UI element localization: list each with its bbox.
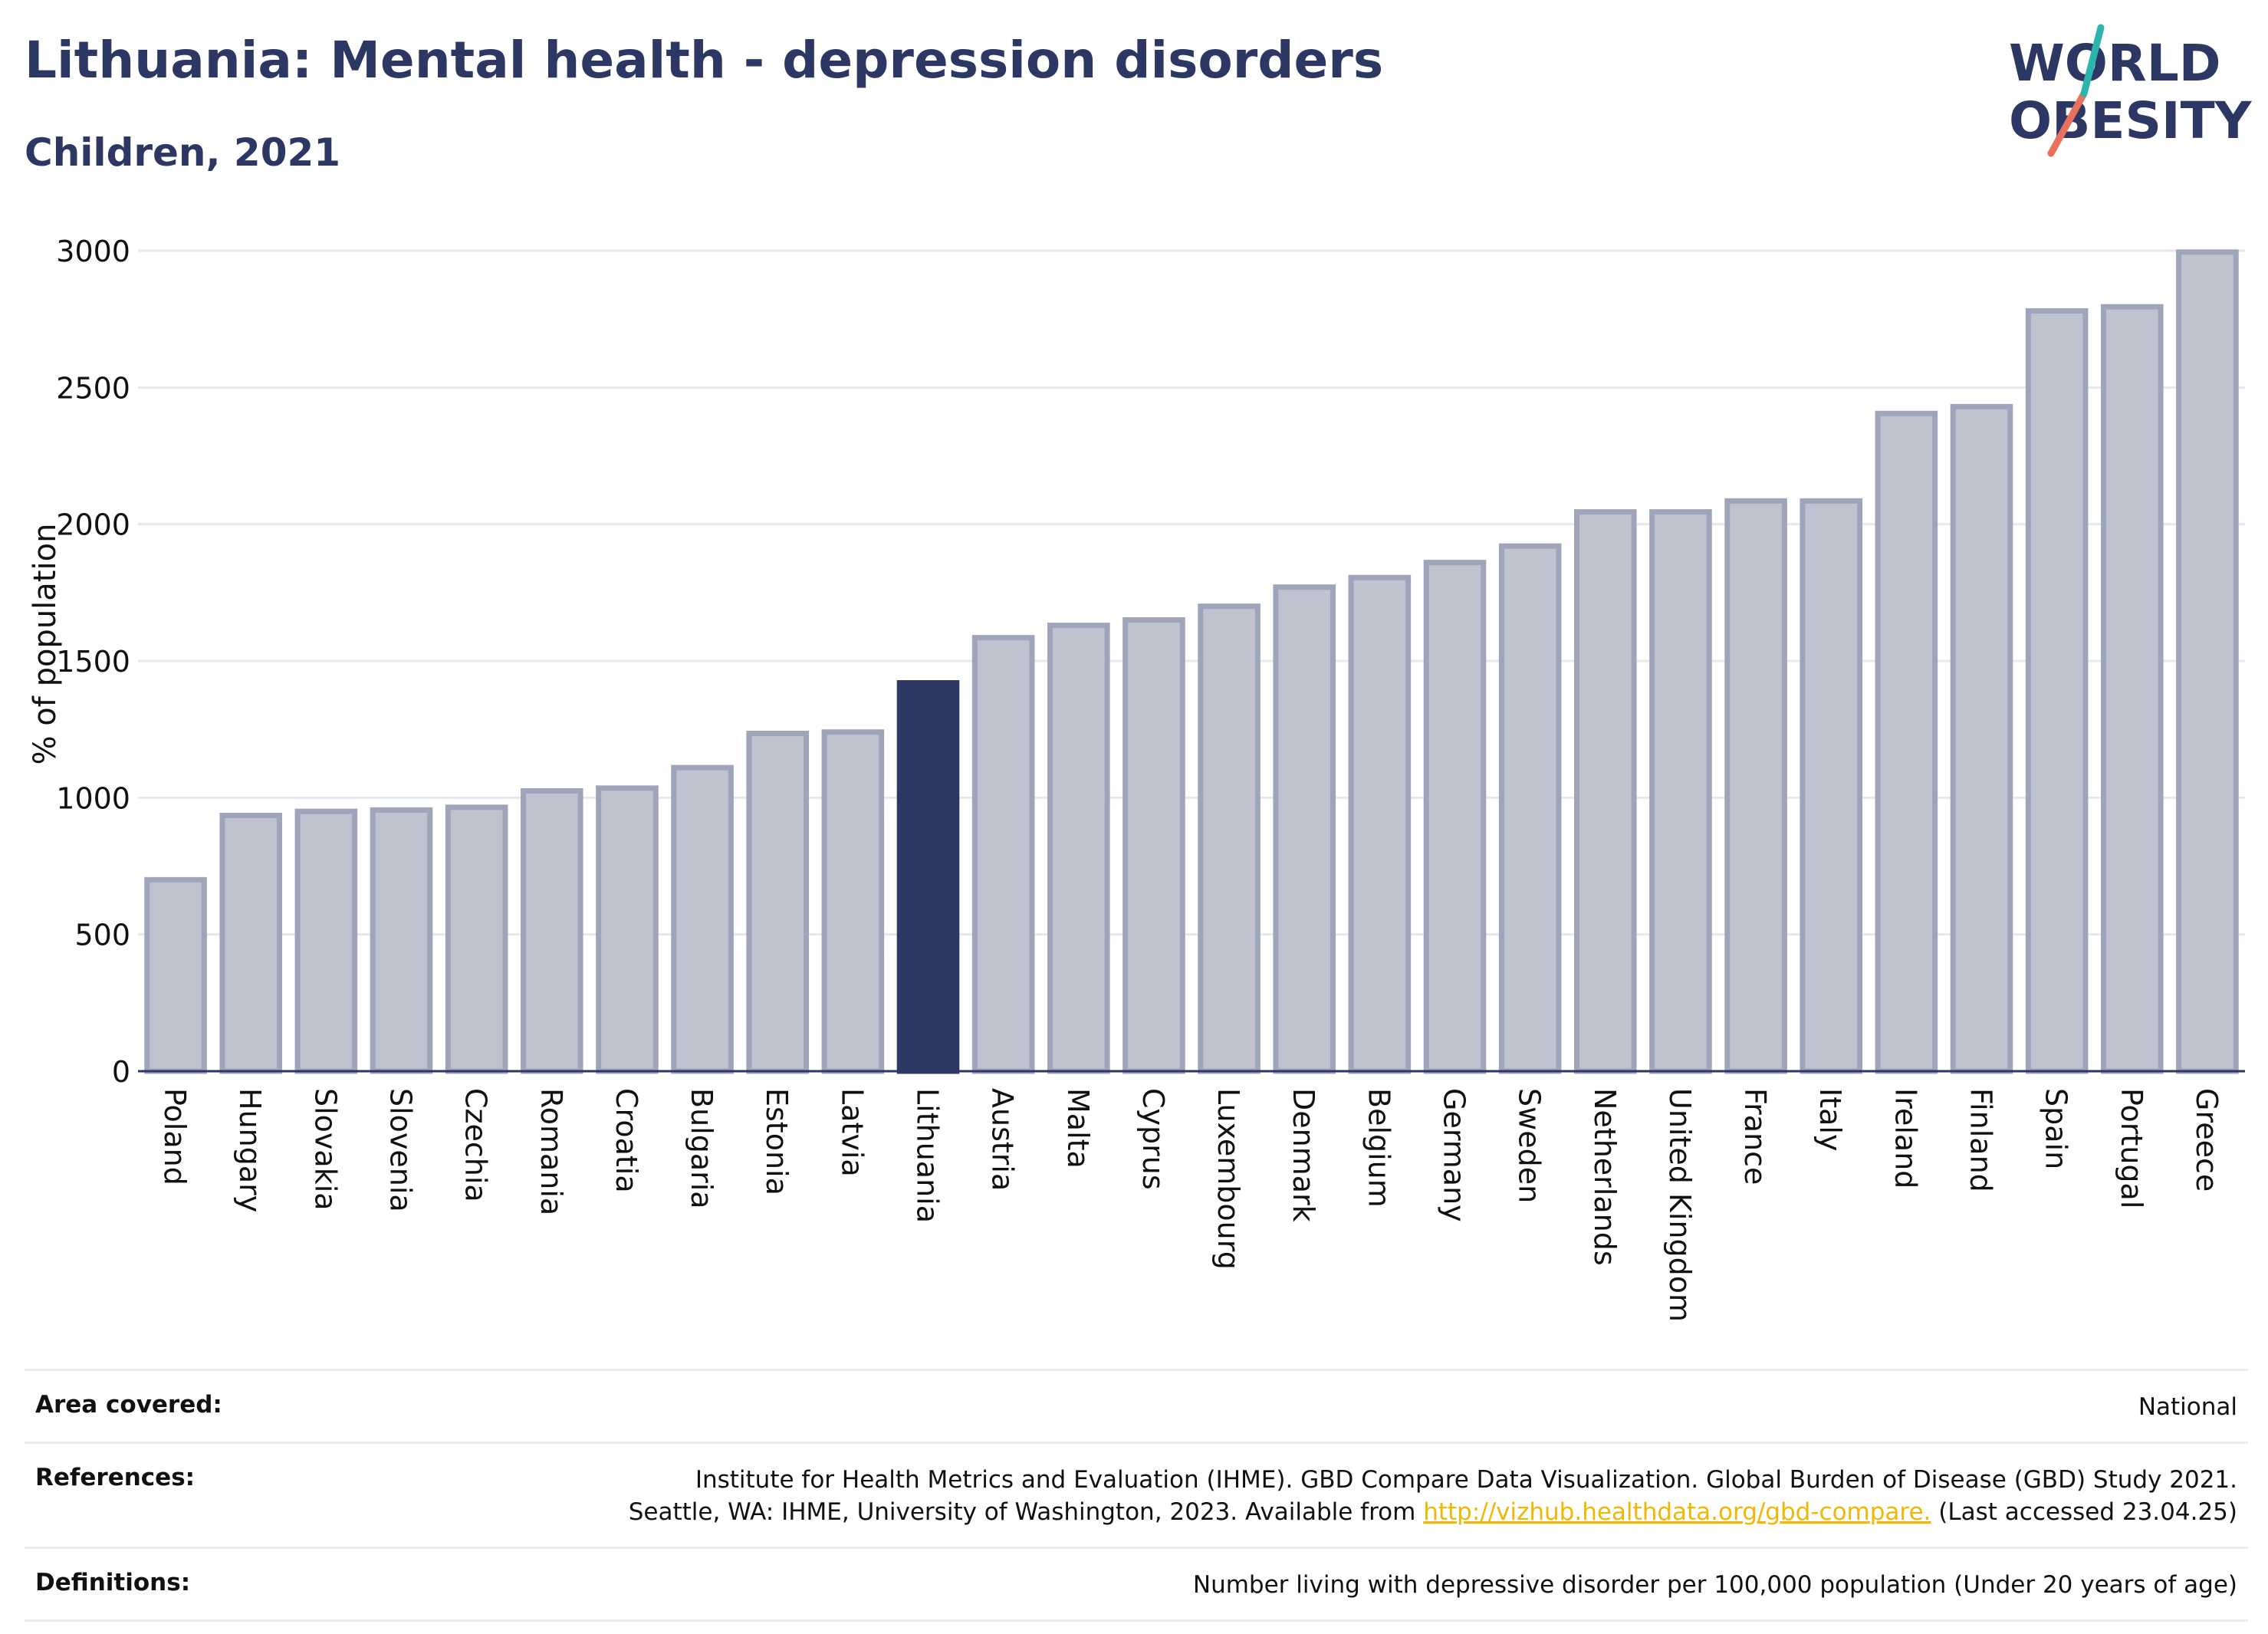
x-tick-label: Germany: [1438, 1088, 1471, 1222]
references-line2-pre: Seattle, WA: IHME, University of Washing…: [628, 1498, 1424, 1526]
info-row-references: References: Institute for Health Metrics…: [25, 1442, 2248, 1547]
bar-italy: [1800, 498, 1863, 1074]
x-tick-label: Cyprus: [1136, 1088, 1170, 1190]
bar-slovenia: [370, 807, 433, 1074]
references-line2-post: (Last accessed 23.04.25): [1931, 1498, 2237, 1526]
info-table: Area covered: National References: Insti…: [25, 1369, 2248, 1622]
bar-ireland: [1875, 410, 1938, 1074]
y-tick-label: 3000: [56, 235, 130, 268]
references-line1: Institute for Health Metrics and Evaluat…: [695, 1466, 2237, 1494]
bar-germany: [1423, 560, 1487, 1074]
bar-czechia: [445, 804, 508, 1074]
y-tick-label: 2000: [56, 508, 130, 542]
y-tick-label: 2500: [56, 371, 130, 405]
logo-text-world: WORLD: [2009, 34, 2221, 93]
bars: [144, 249, 2239, 1074]
definitions-label: Definitions:: [35, 1569, 191, 1596]
y-tick-label: 1000: [56, 781, 130, 815]
x-tick-label: Netherlands: [1588, 1088, 1622, 1266]
x-tick-label: Portugal: [2115, 1088, 2148, 1208]
bar-cyprus: [1122, 617, 1185, 1074]
x-tick-label: Estonia: [760, 1088, 794, 1195]
x-tick-label: Lithuania: [911, 1088, 945, 1223]
x-tick-label: Luxembourg: [1211, 1088, 1245, 1270]
area-covered-value: National: [2138, 1393, 2237, 1421]
y-tick-label: 1500: [56, 645, 130, 679]
bar-finland: [1950, 403, 2013, 1074]
chart-title: Lithuania: Mental health - depression di…: [25, 31, 1384, 90]
x-tick-label: Poland: [158, 1088, 192, 1185]
definitions-value: Number living with depressive disorder p…: [1192, 1571, 2237, 1599]
references-link[interactable]: http://vizhub.healthdata.org/gbd-compare…: [1423, 1498, 1931, 1526]
references-label: References:: [35, 1464, 196, 1491]
x-tick-label: Croatia: [610, 1088, 643, 1193]
bar-malta: [1047, 623, 1110, 1074]
bar-france: [1724, 498, 1787, 1074]
bar-sweden: [1498, 543, 1562, 1074]
x-tick-label: Spain: [2040, 1088, 2073, 1169]
bar-chart: 0 500 1000 1500 2000 2500 3000 Poland Hungary Slo…: [28, 235, 2245, 1322]
x-tick-label: Bulgaria: [685, 1088, 718, 1209]
bar-romania: [520, 787, 583, 1074]
bar-belgium: [1348, 574, 1412, 1074]
references-value: Institute for Health Metrics and Evaluat…: [629, 1464, 2248, 1528]
x-tick-label: Hungary: [233, 1088, 267, 1212]
x-tick-label: Czechia: [459, 1088, 493, 1202]
bar-slovakia: [294, 808, 358, 1074]
y-tick-label: 0: [112, 1055, 130, 1089]
bar-luxembourg: [1198, 603, 1261, 1074]
x-tick-label: Slovakia: [308, 1088, 342, 1211]
logo-slash-teal: [2080, 24, 2105, 97]
bar-hungary: [219, 813, 283, 1074]
x-tick-label: Slovenia: [384, 1088, 418, 1212]
bar-united-kingdom: [1649, 509, 1712, 1074]
info-row-definitions: Definitions: Number living with depressi…: [25, 1547, 2248, 1622]
y-axis-label: % of population: [28, 524, 63, 765]
logo-slash-coral: [2047, 90, 2088, 157]
area-covered-label: Area covered:: [35, 1391, 222, 1419]
world-obesity-logo: WORLD OBESITY: [2009, 24, 2253, 157]
bar-denmark: [1273, 584, 1336, 1074]
x-tick-label: Denmark: [1287, 1088, 1320, 1222]
bar-bulgaria: [671, 764, 734, 1074]
axes: 0 500 1000 1500 2000 2500 3000 Poland Hungary Slo…: [56, 235, 2245, 1322]
bar-lithuania: [896, 680, 960, 1074]
chart-subtitle: Children, 2021: [25, 130, 341, 175]
x-tick-label: Belgium: [1362, 1088, 1395, 1208]
x-tick-label: United Kingdom: [1663, 1088, 1697, 1322]
x-tick-label: Malta: [1061, 1088, 1095, 1169]
bar-netherlands: [1573, 509, 1637, 1074]
x-tick-label: Romania: [534, 1088, 568, 1215]
bar-austria: [971, 635, 1035, 1074]
bar-poland: [144, 876, 207, 1074]
bar-latvia: [821, 729, 885, 1074]
bar-greece: [2176, 249, 2239, 1074]
bar-spain: [2025, 307, 2089, 1074]
y-tick-label: 500: [74, 919, 130, 952]
x-tick-label: Ireland: [1888, 1088, 1922, 1189]
info-row-area: Area covered: National: [25, 1369, 2248, 1442]
logo-text-obesity: OBESITY: [2009, 91, 2253, 150]
bar-estonia: [746, 731, 810, 1074]
x-tick-label: Sweden: [1513, 1088, 1547, 1203]
bar-croatia: [596, 785, 659, 1074]
x-tick-label: France: [1738, 1088, 1772, 1185]
x-tick-label: Finland: [1964, 1088, 1998, 1192]
x-tick-label: Italy: [1813, 1088, 1847, 1151]
x-tick-label: Austria: [986, 1088, 1020, 1191]
bar-portugal: [2100, 304, 2164, 1074]
x-tick-label: Greece: [2190, 1088, 2224, 1192]
x-tick-label: Latvia: [835, 1088, 869, 1177]
